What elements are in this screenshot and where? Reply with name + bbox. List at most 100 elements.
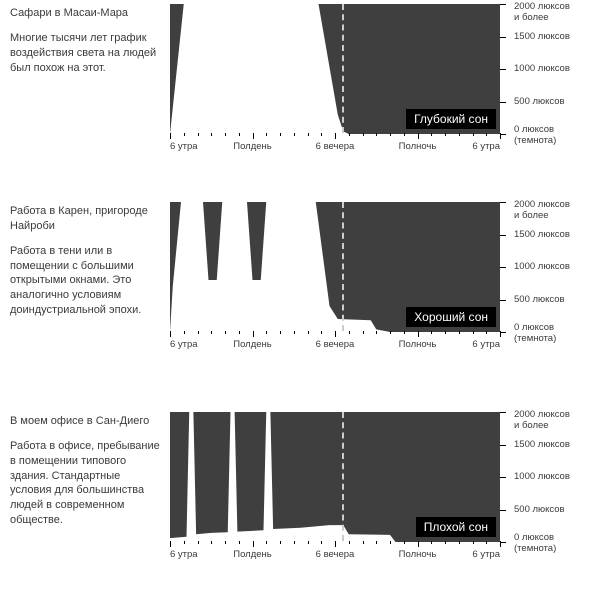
x-tick-minor <box>184 331 185 334</box>
x-tick-major <box>418 331 419 337</box>
y-bottom-extra-label: (темнота) <box>506 334 556 344</box>
x-tick-minor <box>308 541 309 544</box>
x-tick-major <box>418 133 419 139</box>
sleep-quality-badge: Хороший сон <box>406 307 496 327</box>
y-tick-label: 1000 люксов <box>506 472 570 482</box>
x-tick-minor <box>349 133 350 136</box>
x-tick-minor <box>266 541 267 544</box>
y-top-extra-label: и более <box>506 421 549 431</box>
x-tick-major <box>335 331 336 337</box>
x-tick-minor <box>280 541 281 544</box>
x-tick-label: 6 утра <box>170 549 198 560</box>
x-tick-label: 6 утра <box>472 549 500 560</box>
x-tick-minor <box>486 331 487 334</box>
y-tick-label: 1500 люксов <box>506 230 570 240</box>
sleep-quality-badge: Плохой сон <box>416 517 496 537</box>
x-tick-minor <box>198 331 199 334</box>
x-tick-minor <box>349 331 350 334</box>
x-tick-minor <box>198 541 199 544</box>
y-bottom-extra-label: (темнота) <box>506 136 556 146</box>
panel-karen: Работа в Карен, пригороде НайробиРабота … <box>0 178 600 376</box>
x-tick-major <box>170 541 171 547</box>
y-tick-label: 500 люксов <box>506 505 565 515</box>
y-tick-label: 2000 люксов <box>506 200 570 210</box>
x-tick-major <box>170 331 171 337</box>
x-tick-minor <box>473 133 474 136</box>
x-tick-minor <box>473 331 474 334</box>
x-tick-minor <box>459 331 460 334</box>
chart-safari: Глубокий сон0 люксов500 люксов1000 люксо… <box>170 0 570 178</box>
x-tick-minor <box>294 331 295 334</box>
x-tick-minor <box>184 133 185 136</box>
x-tick-minor <box>349 541 350 544</box>
x-tick-minor <box>308 331 309 334</box>
x-tick-minor <box>363 133 364 136</box>
x-tick-major <box>335 541 336 547</box>
y-tick-label: 2000 люксов <box>506 410 570 420</box>
x-tick-minor <box>308 133 309 136</box>
x-tick-label: 6 утра <box>170 141 198 152</box>
x-tick-major <box>170 133 171 139</box>
x-tick-minor <box>211 541 212 544</box>
x-tick-minor <box>445 541 446 544</box>
x-axis: 6 утраПолдень6 вечераПолночь6 утра <box>170 331 500 355</box>
x-tick-major <box>500 331 501 337</box>
x-tick-minor <box>239 331 240 334</box>
x-tick-minor <box>390 331 391 334</box>
x-tick-minor <box>211 331 212 334</box>
x-axis: 6 утраПолдень6 вечераПолночь6 утра <box>170 133 500 157</box>
panel-description-safari: Сафари в Масаи-МараМногие тысячи лет гра… <box>0 0 170 178</box>
x-tick-minor <box>390 541 391 544</box>
x-tick-minor <box>239 133 240 136</box>
y-tick-label: 0 люксов <box>506 125 554 135</box>
y-tick-label: 0 люксов <box>506 533 554 543</box>
y-top-extra-label: и более <box>506 211 549 221</box>
x-tick-minor <box>473 541 474 544</box>
x-tick-minor <box>321 541 322 544</box>
x-tick-minor <box>294 541 295 544</box>
y-tick-label: 2000 люксов <box>506 2 570 12</box>
x-tick-label: 6 вечера <box>316 549 355 560</box>
x-tick-major <box>500 133 501 139</box>
x-tick-minor <box>486 133 487 136</box>
dusk-line <box>342 202 344 331</box>
dusk-line <box>342 4 344 133</box>
x-tick-major <box>500 541 501 547</box>
panel-body-text: Работа в тени или в помещении с большими… <box>10 244 160 318</box>
x-tick-minor <box>376 133 377 136</box>
x-tick-minor <box>445 331 446 334</box>
x-tick-major <box>253 331 254 337</box>
x-tick-minor <box>404 133 405 136</box>
y-bottom-extra-label: (темнота) <box>506 544 556 554</box>
x-tick-minor <box>431 133 432 136</box>
x-tick-minor <box>459 133 460 136</box>
chart-area: Хороший сон0 люксов500 люксов1000 люксов… <box>170 202 500 332</box>
x-tick-minor <box>266 331 267 334</box>
x-tick-minor <box>376 541 377 544</box>
x-tick-minor <box>404 541 405 544</box>
x-tick-label: 6 утра <box>472 339 500 350</box>
x-tick-minor <box>294 133 295 136</box>
x-axis: 6 утраПолдень6 вечераПолночь6 утра <box>170 541 500 565</box>
panel-title: В моем офисе в Сан-Диего <box>10 414 160 429</box>
panel-sandiego: В моем офисе в Сан-ДиегоРабота в офисе, … <box>0 376 600 576</box>
x-tick-minor <box>376 331 377 334</box>
x-tick-minor <box>280 133 281 136</box>
x-tick-minor <box>225 133 226 136</box>
x-tick-minor <box>321 331 322 334</box>
x-tick-minor <box>211 133 212 136</box>
x-tick-minor <box>459 541 460 544</box>
x-tick-minor <box>404 331 405 334</box>
x-tick-minor <box>431 541 432 544</box>
panel-body-text: Многие тысячи лет график воздействия све… <box>10 31 160 76</box>
x-tick-minor <box>280 331 281 334</box>
x-tick-minor <box>363 331 364 334</box>
x-tick-minor <box>198 133 199 136</box>
x-tick-major <box>253 541 254 547</box>
x-tick-minor <box>225 541 226 544</box>
x-tick-major <box>335 133 336 139</box>
y-tick-label: 500 люксов <box>506 97 565 107</box>
x-tick-minor <box>184 541 185 544</box>
chart-area: Глубокий сон0 люксов500 люксов1000 люксо… <box>170 4 500 134</box>
y-tick-label: 1500 люксов <box>506 440 570 450</box>
